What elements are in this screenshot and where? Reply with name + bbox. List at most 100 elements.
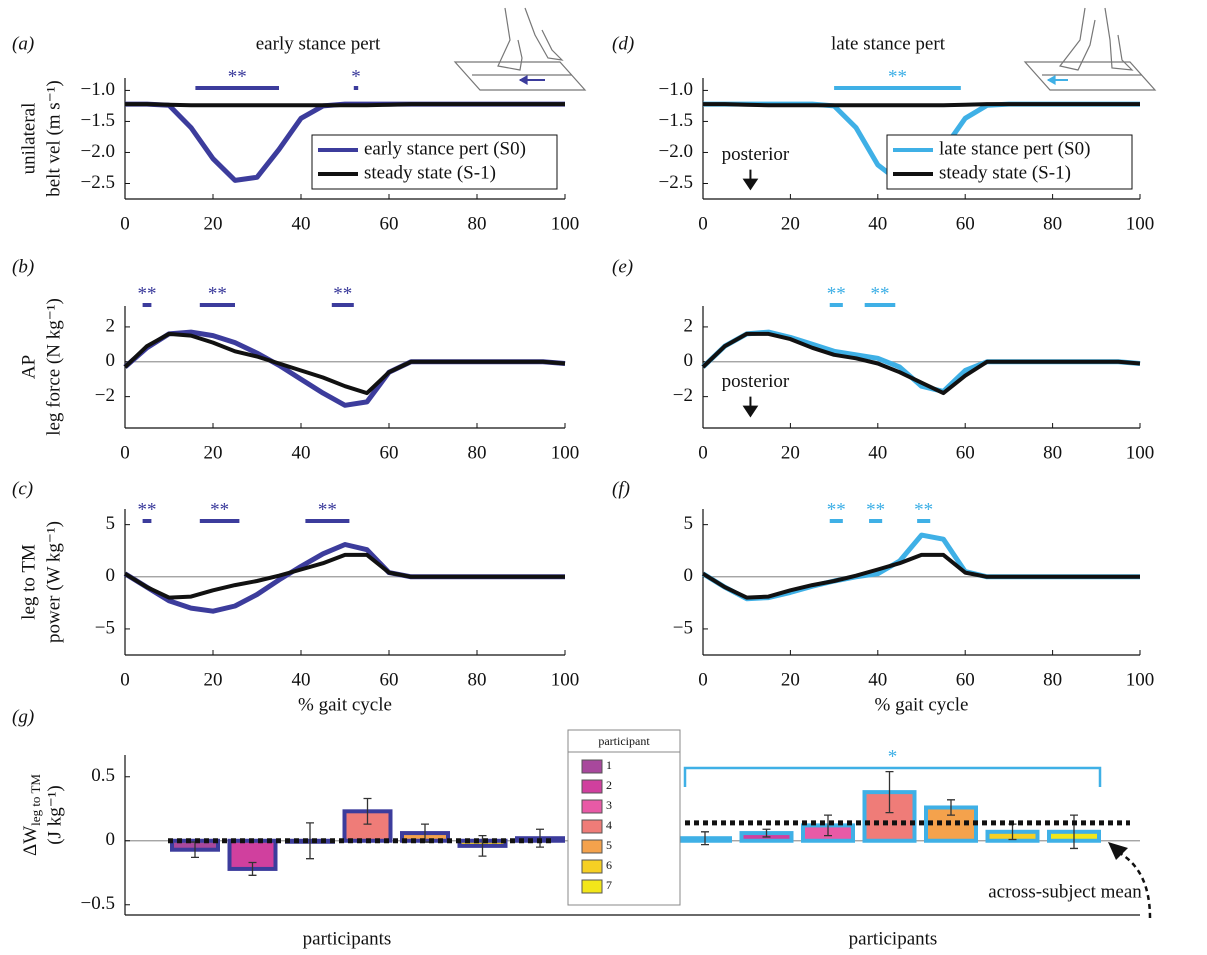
series-line bbox=[701, 532, 1140, 602]
annotation-arrow bbox=[742, 396, 759, 418]
significance-label: ** bbox=[210, 499, 229, 520]
significance-label: ** bbox=[827, 283, 846, 304]
significance-label: ** bbox=[914, 499, 933, 520]
legend-title: participant bbox=[598, 734, 650, 748]
significance-label: * bbox=[888, 746, 898, 767]
x-tick-label: 60 bbox=[380, 213, 399, 234]
series-line bbox=[701, 552, 1140, 600]
x-tick-label: 40 bbox=[292, 442, 311, 463]
significance-label: ** bbox=[138, 499, 157, 520]
legs bbox=[1058, 7, 1134, 71]
significance-label: ** bbox=[138, 283, 157, 304]
series-line bbox=[123, 331, 566, 396]
x-tick-label: 20 bbox=[781, 442, 800, 463]
significance-label: ** bbox=[866, 499, 885, 520]
legend-swatch bbox=[581, 819, 603, 834]
panel-label: (b) bbox=[12, 256, 34, 277]
panel-label: (a) bbox=[12, 33, 34, 54]
y-axis-label: belt vel (m s⁻¹) bbox=[43, 80, 64, 197]
x-tick-label: 20 bbox=[781, 669, 800, 690]
error-bar bbox=[248, 861, 257, 876]
y-tick-label: 5 bbox=[684, 513, 694, 534]
legend-label: steady state (S-1) bbox=[364, 162, 496, 183]
error-bar bbox=[701, 831, 709, 846]
x-tick-label: 0 bbox=[698, 669, 708, 690]
legs bbox=[497, 7, 564, 71]
y-axis-label: ΔWleg to TM bbox=[20, 774, 43, 856]
error-bar bbox=[947, 799, 955, 816]
annotation: posterior bbox=[722, 144, 790, 165]
y-tick-label: 0.5 bbox=[91, 765, 115, 786]
significance-label: ** bbox=[333, 283, 352, 304]
x-axis-label: % gait cycle bbox=[875, 694, 969, 715]
x-tick-label: 100 bbox=[1126, 669, 1155, 690]
y-tick-label: −5 bbox=[673, 617, 693, 638]
y-axis-label: leg force (N kg⁻¹) bbox=[43, 298, 64, 436]
series-line bbox=[123, 329, 566, 408]
series-line bbox=[701, 331, 1141, 396]
y-tick-label: −2 bbox=[673, 385, 693, 406]
legend-swatch bbox=[581, 779, 603, 794]
significance-label: ** bbox=[870, 283, 889, 304]
x-tick-label: 40 bbox=[292, 213, 311, 234]
x-tick-label: 60 bbox=[956, 442, 975, 463]
x-tick-label: 40 bbox=[292, 669, 311, 690]
x-tick-label: 60 bbox=[956, 669, 975, 690]
y-tick-label: −1.5 bbox=[81, 110, 115, 131]
x-tick-label: 0 bbox=[120, 213, 130, 234]
x-tick-label: 100 bbox=[1126, 442, 1155, 463]
y-tick-label: 2 bbox=[106, 315, 116, 336]
significance-bracket bbox=[683, 766, 1102, 787]
significance-label: ** bbox=[318, 499, 337, 520]
y-axis-unit: (J kg⁻¹) bbox=[44, 785, 65, 845]
legend-label: 2 bbox=[606, 778, 612, 792]
y-axis-label: power (W kg⁻¹) bbox=[43, 521, 64, 643]
chart-title: early stance pert bbox=[256, 33, 381, 54]
y-axis-label: leg to TM bbox=[18, 544, 39, 620]
legend-label: 4 bbox=[606, 818, 612, 832]
legend-label: steady state (S-1) bbox=[939, 162, 1071, 183]
x-tick-label: 80 bbox=[1043, 669, 1062, 690]
x-tick-label: 80 bbox=[468, 442, 487, 463]
x-tick-label: 100 bbox=[551, 669, 580, 690]
legend-swatch bbox=[581, 759, 603, 774]
x-tick-label: 40 bbox=[868, 442, 887, 463]
legend-label: 1 bbox=[606, 758, 612, 772]
legend-swatch bbox=[581, 879, 603, 894]
panel-label: (e) bbox=[612, 256, 633, 277]
y-tick-label: −5 bbox=[95, 617, 115, 638]
treadmill-icon-late bbox=[1023, 7, 1157, 91]
x-axis-label: % gait cycle bbox=[298, 694, 392, 715]
y-tick-label: −1.5 bbox=[659, 110, 693, 131]
y-tick-label: −2 bbox=[95, 385, 115, 406]
x-tick-label: 100 bbox=[551, 442, 580, 463]
panel-label: (c) bbox=[12, 478, 33, 499]
y-axis-label: unilateral bbox=[18, 103, 39, 175]
x-tick-label: 40 bbox=[868, 669, 887, 690]
y-tick-label: −2.0 bbox=[659, 141, 693, 162]
significance-label: ** bbox=[228, 66, 247, 87]
x-tick-label: 80 bbox=[468, 669, 487, 690]
series-line bbox=[703, 102, 1140, 108]
y-tick-label: −2.0 bbox=[81, 141, 115, 162]
error-bar bbox=[478, 834, 487, 857]
legend-swatch bbox=[581, 839, 603, 854]
significance-label: ** bbox=[827, 499, 846, 520]
y-tick-label: −2.5 bbox=[659, 172, 693, 193]
x-tick-label: 0 bbox=[120, 669, 130, 690]
y-tick-label: 0 bbox=[106, 350, 116, 371]
belt-arrowhead bbox=[518, 74, 528, 86]
legend-box bbox=[311, 134, 558, 190]
y-tick-label: 0 bbox=[684, 565, 694, 586]
legend-box bbox=[886, 134, 1133, 190]
x-tick-label: 80 bbox=[1043, 213, 1062, 234]
x-tick-label: 80 bbox=[468, 213, 487, 234]
series-line bbox=[123, 552, 565, 600]
error-bar bbox=[885, 770, 894, 814]
x-tick-label: 0 bbox=[698, 213, 708, 234]
x-tick-label: 20 bbox=[781, 213, 800, 234]
x-tick-label: 100 bbox=[551, 213, 580, 234]
annotation-arrowhead bbox=[1108, 842, 1128, 860]
treadmill-belt bbox=[1023, 61, 1157, 91]
